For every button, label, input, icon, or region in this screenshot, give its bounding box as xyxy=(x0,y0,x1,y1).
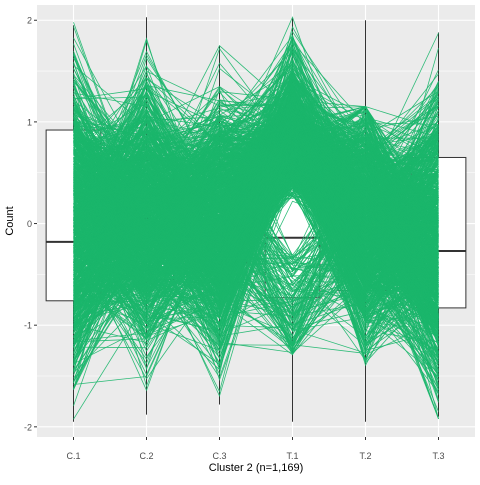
series-line xyxy=(73,124,439,363)
y-tick-label: -2 xyxy=(24,422,32,432)
series-line xyxy=(73,133,439,284)
series-line xyxy=(73,135,439,300)
series-lines xyxy=(73,16,439,420)
series-line xyxy=(73,143,439,347)
series-line xyxy=(73,152,439,359)
series-line xyxy=(73,191,439,357)
series-line xyxy=(73,173,439,305)
series-line xyxy=(73,148,439,247)
series-line xyxy=(73,212,439,289)
y-axis-title: Count xyxy=(4,206,16,235)
series-line xyxy=(73,82,439,261)
series-line xyxy=(73,127,439,385)
x-tick-label: T.1 xyxy=(286,451,298,461)
series-line xyxy=(73,147,439,285)
series-line xyxy=(73,152,439,330)
series-line xyxy=(73,116,439,306)
series-line xyxy=(73,195,439,284)
series-line xyxy=(73,141,439,288)
series-line xyxy=(73,111,439,289)
series-line xyxy=(73,74,439,246)
x-tick-label: C.1 xyxy=(66,451,80,461)
series-line xyxy=(73,112,439,331)
y-tick-label: 2 xyxy=(27,16,32,26)
series-line xyxy=(73,149,439,345)
series-line xyxy=(73,151,439,302)
series-line xyxy=(73,131,439,248)
series-line xyxy=(73,158,439,275)
series-line xyxy=(73,47,439,371)
series-line xyxy=(73,108,439,281)
x-tick-label: C.2 xyxy=(139,451,153,461)
series-line xyxy=(73,54,439,280)
series-line xyxy=(73,105,439,302)
series-line xyxy=(73,90,439,334)
series-line xyxy=(73,64,439,294)
x-tick-label: T.2 xyxy=(359,451,371,461)
series-line xyxy=(73,153,439,316)
series-line xyxy=(73,82,439,339)
x-axis-title: Cluster 2 (n=1,169) xyxy=(209,462,303,474)
series-line xyxy=(73,177,439,307)
series-line xyxy=(73,134,439,297)
series-line xyxy=(73,184,439,274)
series-line xyxy=(73,132,439,289)
x-tick-label: T.3 xyxy=(432,451,444,461)
series-line xyxy=(73,114,439,274)
series-line xyxy=(73,108,439,297)
series-line xyxy=(73,118,439,313)
series-line xyxy=(73,98,439,239)
x-tick-label: C.3 xyxy=(212,451,226,461)
series-line xyxy=(73,117,439,249)
y-tick-label: -1 xyxy=(24,321,32,331)
series-line xyxy=(73,70,439,231)
y-tick-label: 0 xyxy=(27,219,32,229)
series-line xyxy=(73,159,439,259)
series-line xyxy=(73,109,439,322)
x-axis-ticks: C.1 C.2 C.3 T.1 T.2 T.3 xyxy=(66,437,445,461)
y-axis-ticks: -2 -1 0 1 2 xyxy=(24,16,37,432)
series-line xyxy=(73,110,439,364)
series-line xyxy=(73,117,439,288)
series-line xyxy=(73,109,439,376)
y-tick-label: 1 xyxy=(27,117,32,127)
